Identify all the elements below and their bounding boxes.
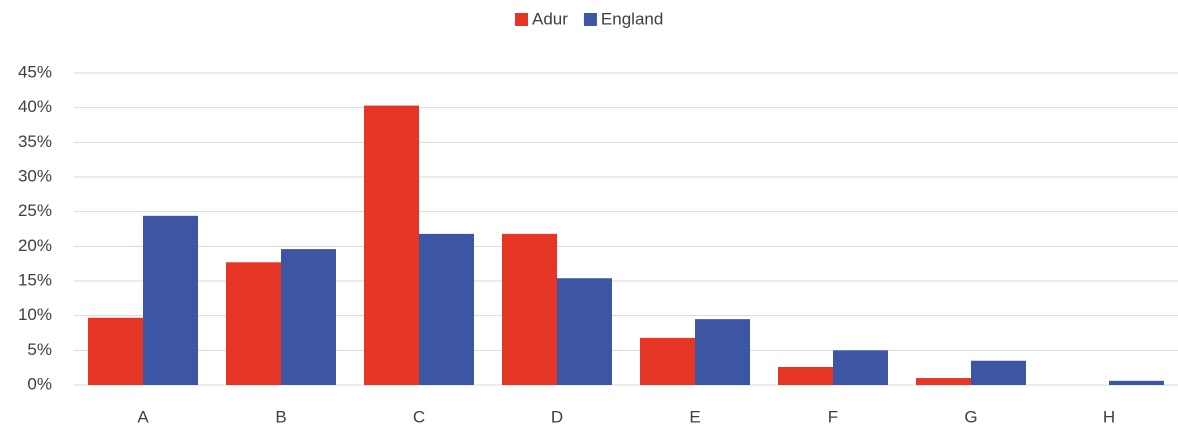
bar bbox=[833, 350, 888, 385]
x-tick-label: F bbox=[828, 407, 838, 426]
y-tick-label: 35% bbox=[18, 132, 52, 151]
x-tick-label: C bbox=[413, 407, 425, 426]
bar bbox=[695, 319, 750, 385]
x-tick-label: B bbox=[275, 407, 286, 426]
bar bbox=[419, 233, 474, 385]
bar bbox=[143, 215, 198, 385]
x-tick-label: G bbox=[964, 407, 977, 426]
x-tick-label: H bbox=[1103, 407, 1115, 426]
x-tick-label: A bbox=[137, 407, 149, 426]
bar bbox=[281, 249, 336, 385]
bar bbox=[916, 378, 971, 385]
x-tick-label: D bbox=[551, 407, 563, 426]
bar bbox=[1109, 380, 1164, 385]
y-tick-label: 0% bbox=[27, 374, 52, 393]
y-tick-label: 25% bbox=[18, 201, 52, 220]
bar bbox=[88, 317, 143, 385]
bar bbox=[640, 337, 695, 385]
legend-swatch bbox=[515, 13, 528, 26]
y-tick-label: 10% bbox=[18, 305, 52, 324]
bar bbox=[971, 360, 1026, 385]
y-tick-label: 20% bbox=[18, 236, 52, 255]
x-tick-label: E bbox=[689, 407, 700, 426]
bar bbox=[778, 366, 833, 385]
y-tick-label: 5% bbox=[27, 340, 52, 359]
legend-label: England bbox=[601, 9, 663, 28]
y-tick-label: 15% bbox=[18, 270, 52, 289]
legend-label: Adur bbox=[532, 9, 568, 28]
legend-swatch bbox=[583, 13, 597, 26]
bar bbox=[364, 105, 419, 385]
bar bbox=[502, 233, 557, 385]
bar bbox=[557, 278, 612, 385]
y-tick-label: 30% bbox=[18, 166, 52, 185]
y-tick-label: 45% bbox=[18, 62, 52, 81]
bar bbox=[226, 262, 281, 385]
y-tick-label: 40% bbox=[18, 97, 52, 116]
